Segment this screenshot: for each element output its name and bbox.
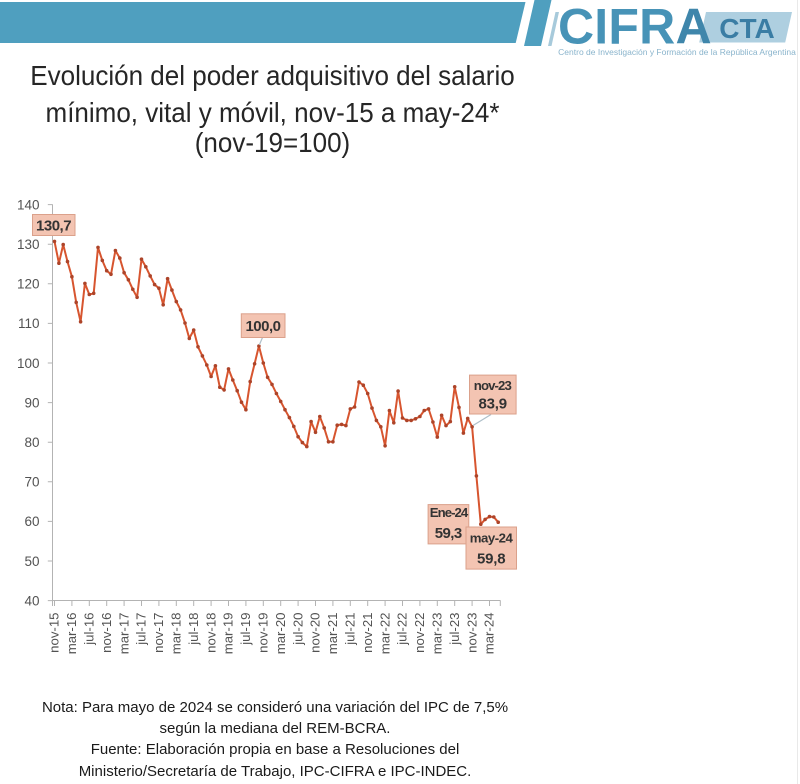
svg-text:jul-21: jul-21 xyxy=(343,613,358,646)
svg-text:nov-19: nov-19 xyxy=(256,613,271,653)
svg-text:nov-16: nov-16 xyxy=(99,613,114,653)
svg-text:100,0: 100,0 xyxy=(245,318,281,335)
svg-text:120: 120 xyxy=(17,277,40,292)
svg-text:59,8: 59,8 xyxy=(477,551,506,568)
svg-text:nov-23: nov-23 xyxy=(464,613,479,653)
svg-text:nov-22: nov-22 xyxy=(412,613,427,653)
svg-text:mar-24: mar-24 xyxy=(482,613,497,655)
svg-text:nov-18: nov-18 xyxy=(203,613,218,653)
svg-text:nov-23: nov-23 xyxy=(474,378,512,393)
svg-text:Centro de Investigación y Form: Centro de Investigación y Formación de l… xyxy=(558,47,796,57)
svg-text:100: 100 xyxy=(17,356,40,371)
svg-text:50: 50 xyxy=(24,554,39,569)
svg-text:nov-15: nov-15 xyxy=(47,613,62,653)
svg-text:nov-20: nov-20 xyxy=(308,613,323,653)
svg-text:jul-23: jul-23 xyxy=(447,613,462,646)
svg-text:70: 70 xyxy=(24,475,39,490)
svg-text:mar-21: mar-21 xyxy=(325,613,340,655)
svg-text:Ene-24: Ene-24 xyxy=(430,505,469,520)
svg-text:83,9: 83,9 xyxy=(479,396,508,413)
svg-text:may-24: may-24 xyxy=(470,531,514,546)
svg-text:nov-21: nov-21 xyxy=(360,613,375,653)
svg-text:130: 130 xyxy=(17,237,40,252)
svg-text:60: 60 xyxy=(24,514,39,529)
svg-text:mar-22: mar-22 xyxy=(377,613,392,655)
svg-text:59,3: 59,3 xyxy=(435,525,463,542)
svg-text:jul-17: jul-17 xyxy=(134,613,149,646)
svg-text:mar-16: mar-16 xyxy=(64,613,79,655)
svg-text:mar-20: mar-20 xyxy=(273,613,288,655)
svg-text:jul-19: jul-19 xyxy=(238,613,253,646)
svg-text:jul-18: jul-18 xyxy=(186,613,201,646)
svg-text:CIFRA: CIFRA xyxy=(558,0,712,55)
svg-text:mar-23: mar-23 xyxy=(430,613,445,655)
svg-text:110: 110 xyxy=(18,316,40,331)
svg-text:nov-17: nov-17 xyxy=(151,613,166,653)
svg-text:jul-20: jul-20 xyxy=(290,613,305,646)
svg-text:jul-22: jul-22 xyxy=(395,613,410,646)
svg-text:mar-17: mar-17 xyxy=(116,613,131,655)
svg-text:40: 40 xyxy=(24,593,39,608)
svg-text:80: 80 xyxy=(24,435,39,450)
svg-text:130,7: 130,7 xyxy=(36,218,72,235)
svg-text:jul-16: jul-16 xyxy=(82,613,97,646)
svg-text:mar-19: mar-19 xyxy=(221,613,236,655)
svg-text:90: 90 xyxy=(24,395,39,410)
svg-text:CTA: CTA xyxy=(719,13,774,44)
svg-text:mar-18: mar-18 xyxy=(169,613,184,655)
svg-text:140: 140 xyxy=(17,197,40,212)
